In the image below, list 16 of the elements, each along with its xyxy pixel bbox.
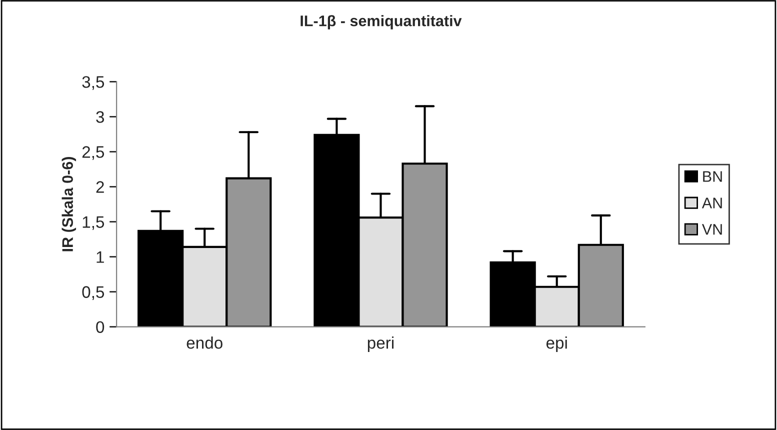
y-tick-label: 0,5 [82,286,104,300]
x-tick-label: peri [368,336,394,352]
y-tick-label: 2,5 [82,146,104,160]
chart-title: IL-1β - semiquantitativ [300,15,462,30]
y-tick-label: 0 [96,321,104,334]
legend-label: AN [702,198,722,208]
y-tick-label: 2 [96,181,104,193]
y-tick-label: 1,5 [82,216,104,230]
x-tick-label: endo [186,336,222,349]
legend-label: VN [702,224,722,235]
x-tick-label: epi [546,336,567,352]
y-tick-label: 3 [96,111,104,123]
legend-label: BN [703,171,722,182]
y-tick-label: 3,5 [82,76,104,90]
y-tick-label: 1 [96,251,104,263]
y-axis-title: IR (Skala 0-6) [62,157,76,252]
